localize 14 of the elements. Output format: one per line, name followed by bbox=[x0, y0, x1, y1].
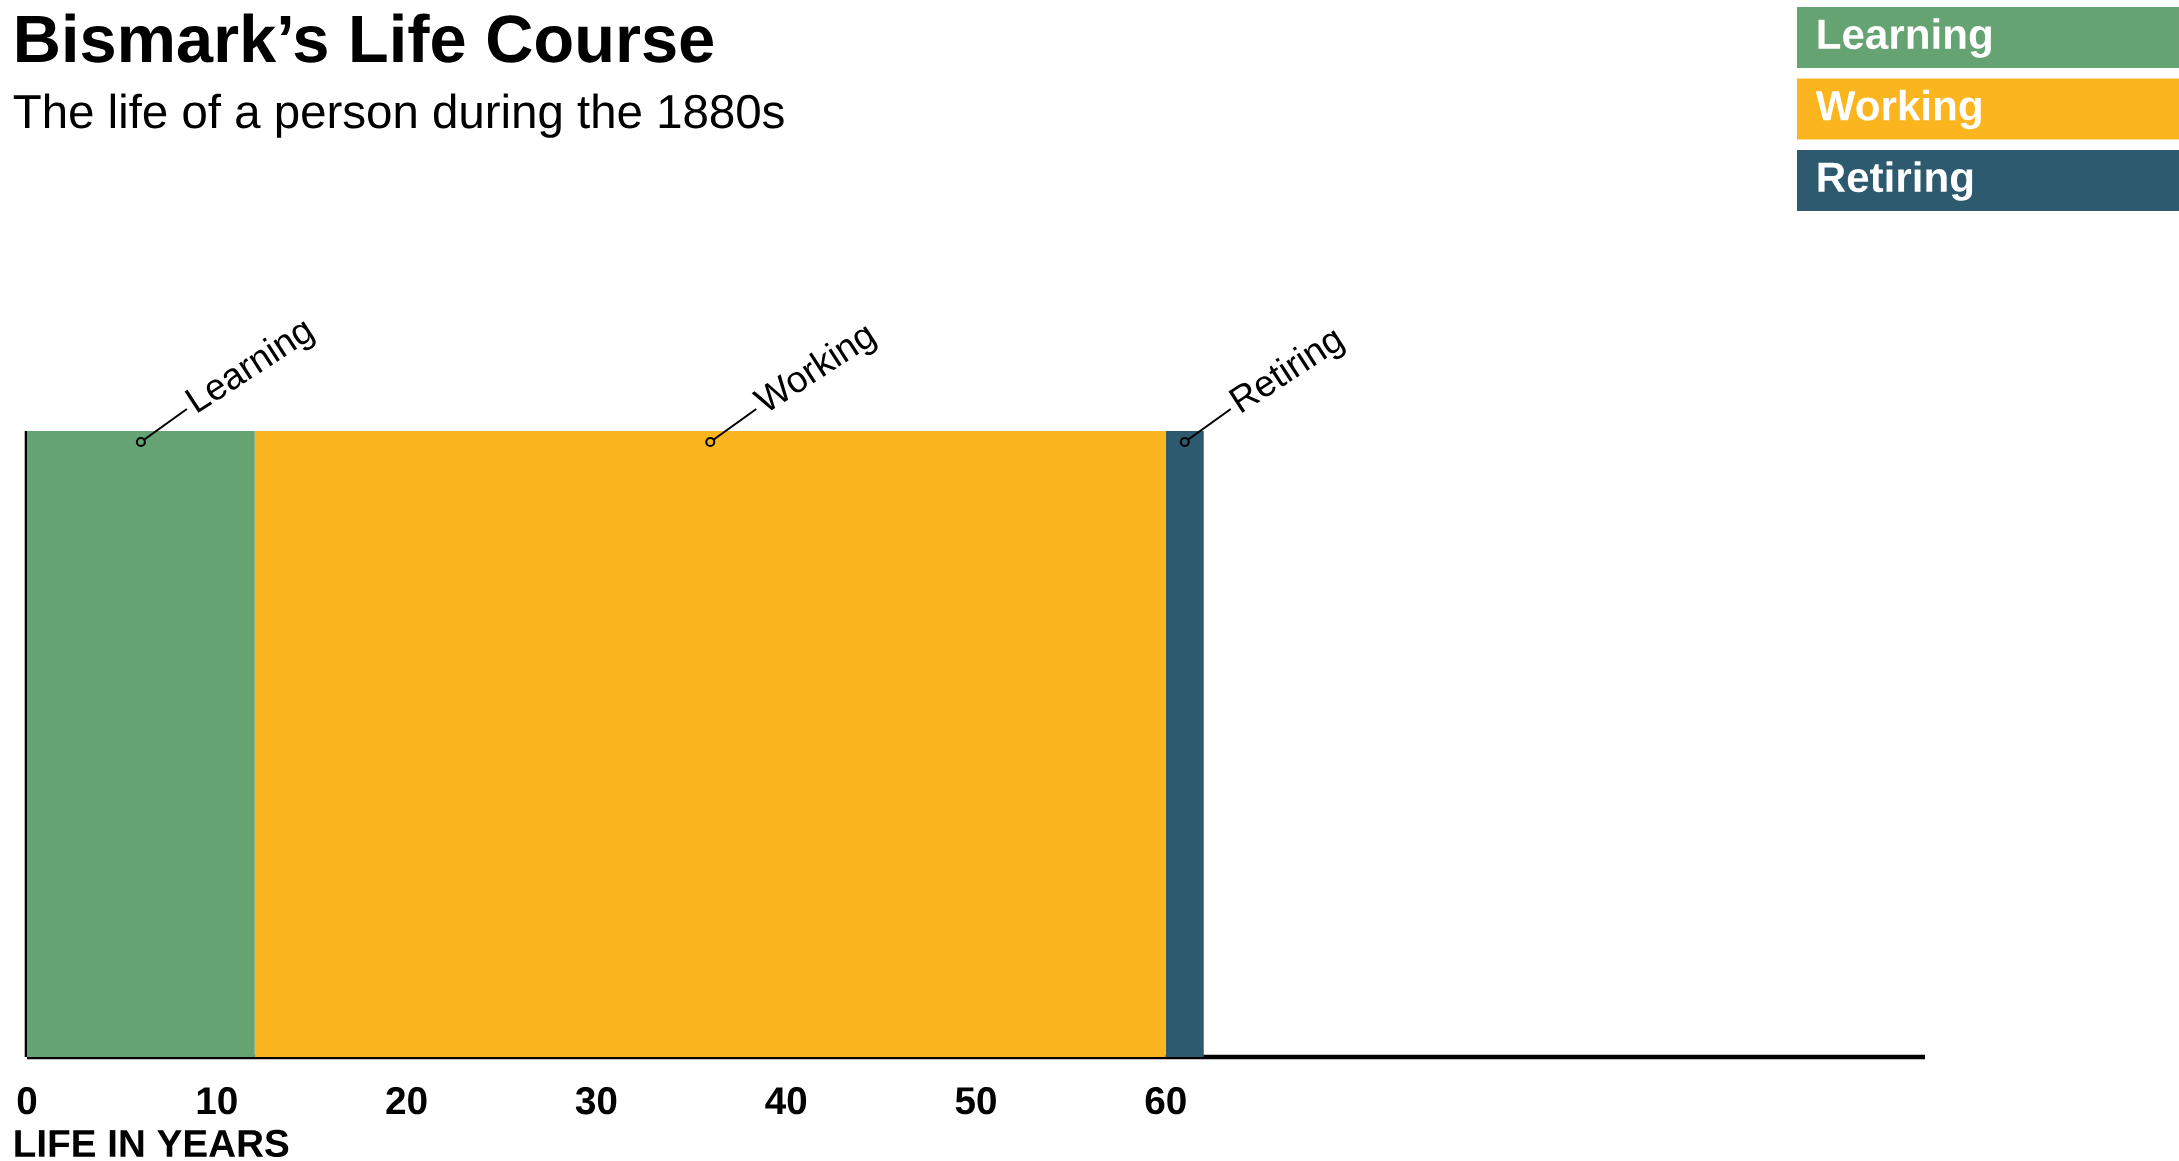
x-tick-label: 40 bbox=[765, 1087, 807, 1115]
x-tick-label: 30 bbox=[575, 1087, 617, 1115]
x-tick-label: 10 bbox=[197, 1087, 237, 1115]
chart-subtitle: The life of a person during the 1880s bbox=[13, 93, 784, 138]
chart-title: Bismark’s Life Course bbox=[17, 13, 713, 63]
x-tick-label: 20 bbox=[386, 1087, 427, 1115]
x-axis-title: LIFE IN YEARS bbox=[15, 1129, 289, 1158]
bar bbox=[1165, 431, 1204, 1057]
text: Retiring bbox=[1818, 161, 1973, 201]
x-tick-label: 60 bbox=[1145, 1087, 1186, 1115]
text: Working bbox=[1815, 89, 1981, 130]
x-tick-label: 0 bbox=[17, 1087, 37, 1115]
x-tick-label: 50 bbox=[955, 1087, 996, 1115]
text: Learning bbox=[1818, 18, 1991, 58]
